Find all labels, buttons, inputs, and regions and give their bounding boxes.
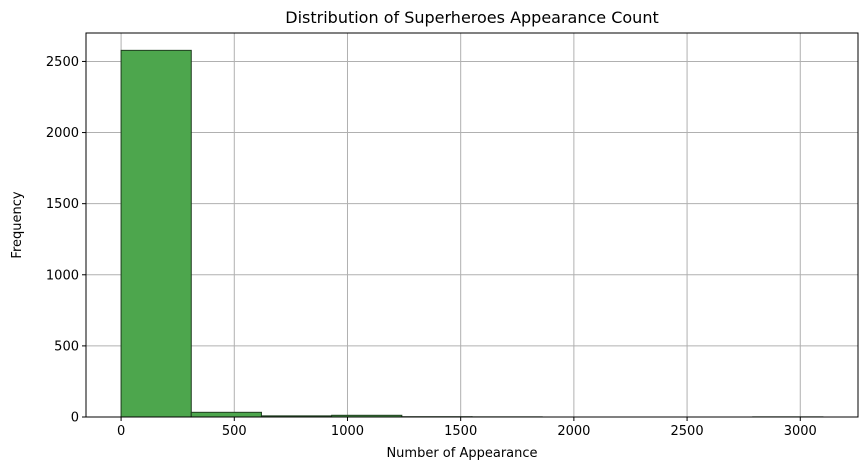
histogram-bar xyxy=(120,49,192,418)
y-tick-label: 1000 xyxy=(46,268,79,283)
histogram-bar xyxy=(190,411,262,418)
x-tick-label: 2000 xyxy=(557,424,590,439)
bars xyxy=(120,49,824,418)
chart-title: Distribution of Superheroes Appearance C… xyxy=(285,8,658,27)
grid-lines xyxy=(86,33,858,418)
y-tick-label: 2500 xyxy=(46,55,79,70)
x-tick-label: 3000 xyxy=(784,424,817,439)
x-tick-label: 500 xyxy=(222,424,247,439)
y-tick-label: 0 xyxy=(71,411,79,426)
x-tick-label: 2500 xyxy=(671,424,704,439)
plot-frame xyxy=(85,32,859,418)
x-tick-label: 1500 xyxy=(444,424,477,439)
y-tick-label: 2000 xyxy=(46,126,79,141)
y-axis-ticks: 0 500 1000 1500 2000 2500 xyxy=(46,55,86,426)
x-axis-label: Number of Appearance xyxy=(386,446,537,461)
x-tick-label: 0 xyxy=(117,424,125,439)
y-tick-label: 1500 xyxy=(46,197,79,212)
y-axis-label: Frequency xyxy=(10,191,25,258)
x-axis-ticks: 0 500 1000 1500 2000 2500 3000 xyxy=(117,417,817,439)
x-tick-label: 1000 xyxy=(331,424,364,439)
y-tick-label: 500 xyxy=(54,339,79,354)
